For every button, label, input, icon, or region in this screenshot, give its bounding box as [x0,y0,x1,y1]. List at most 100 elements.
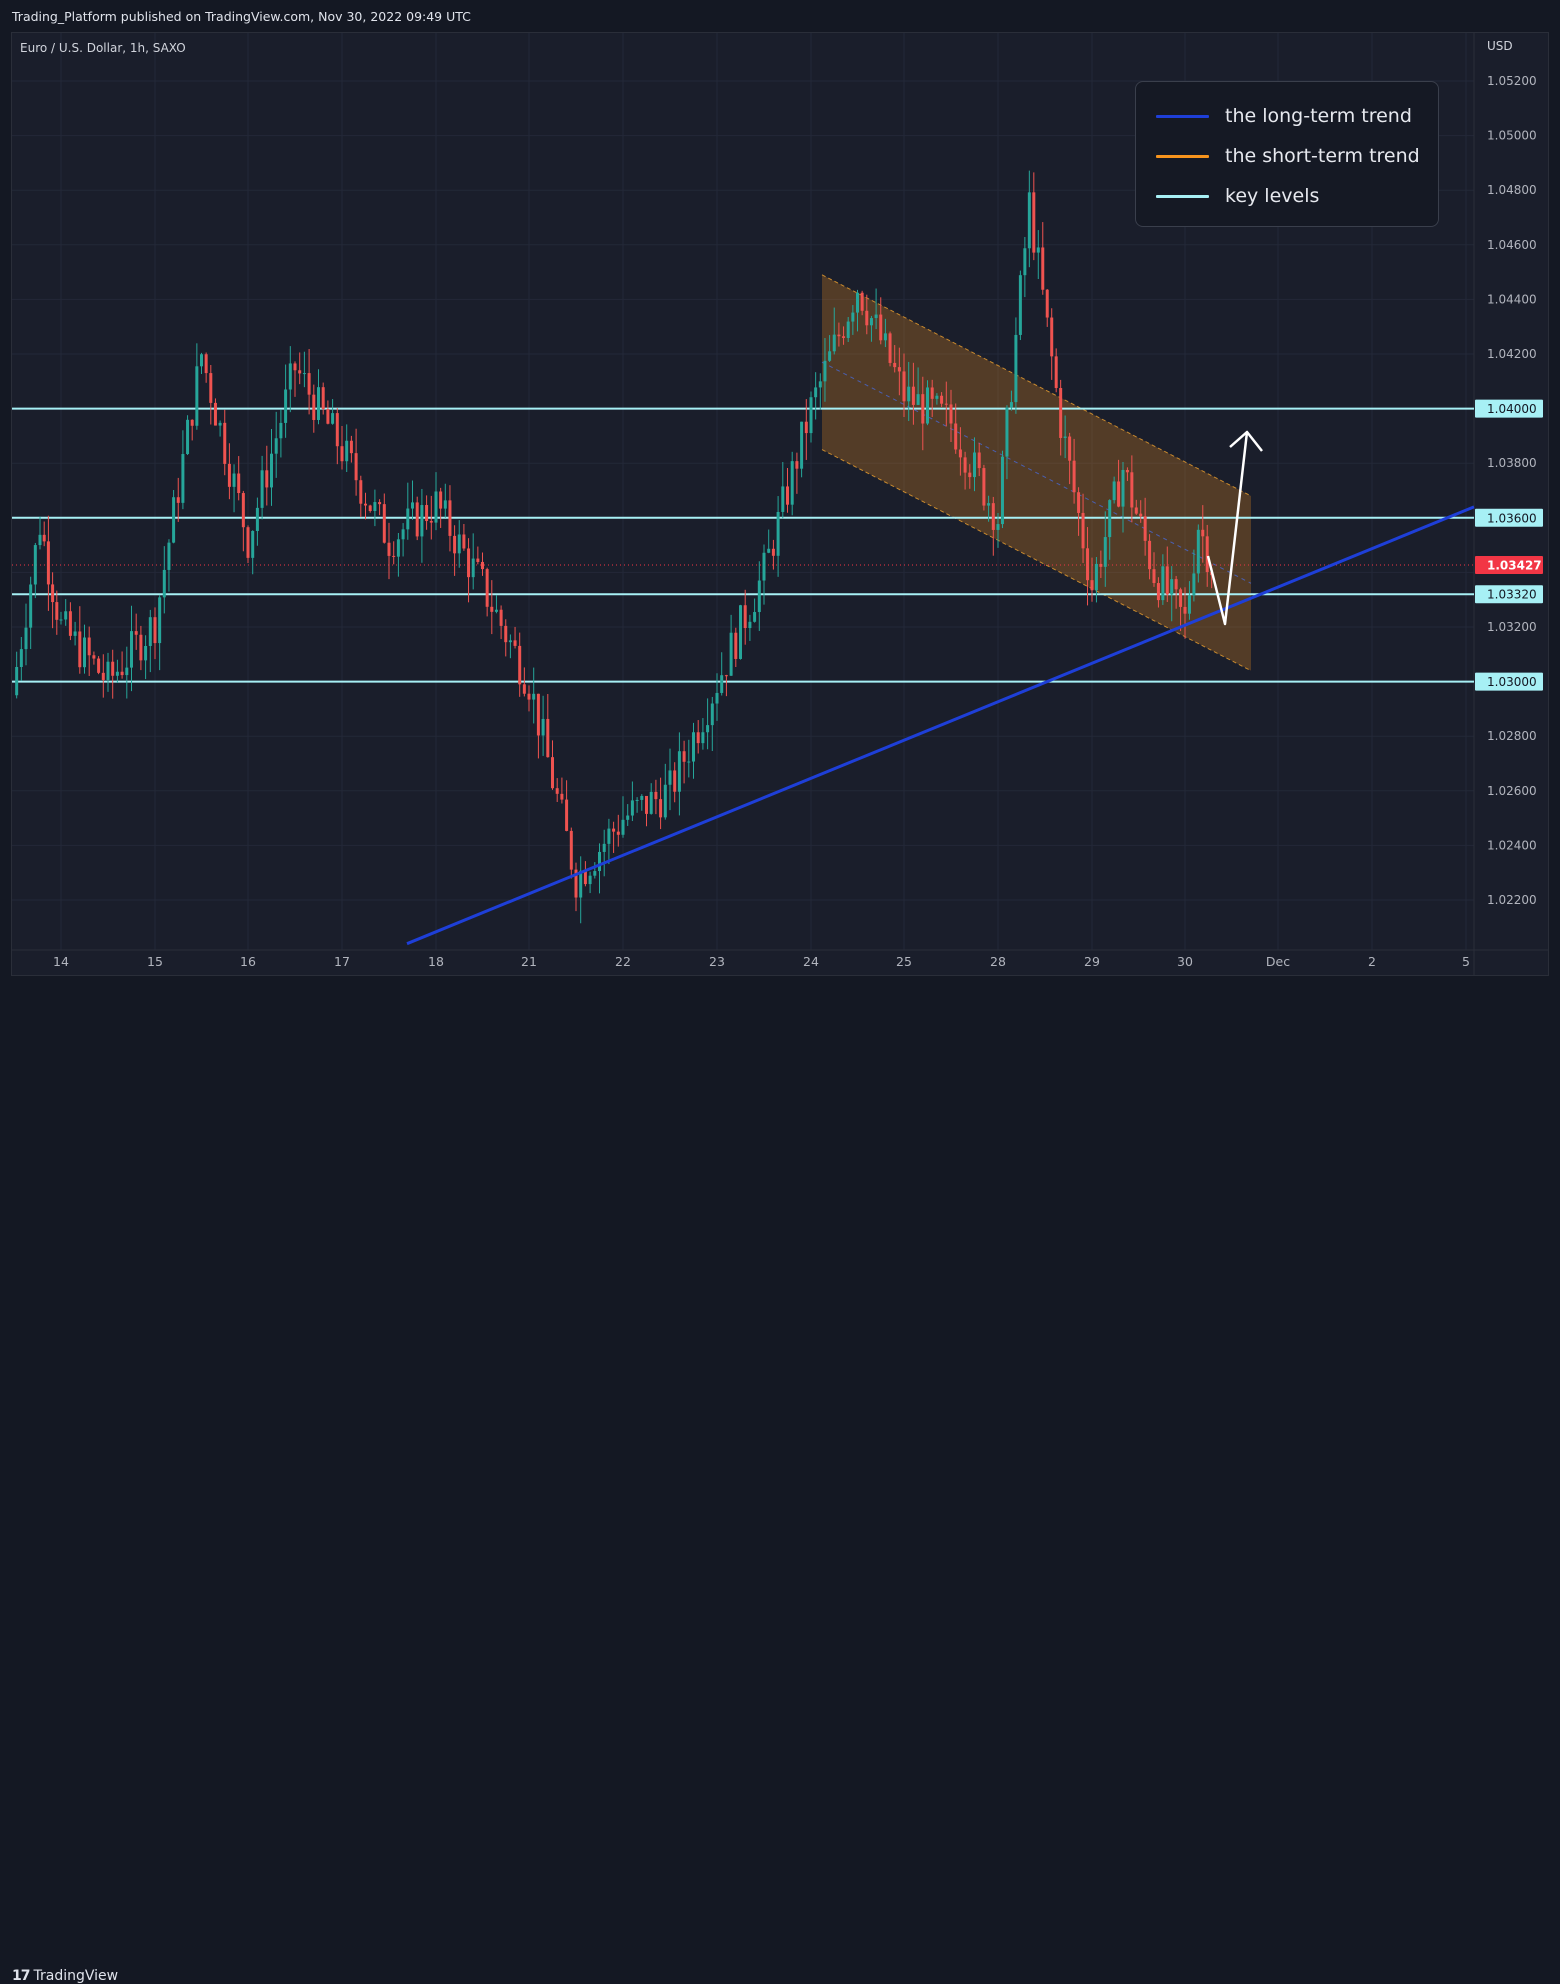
candle-body-197 [935,395,939,399]
candle-body-66 [321,387,325,410]
candle-body-178 [846,321,850,338]
candle-body-243 [1143,516,1147,541]
price-chart[interactable]: 1.05200 1.05000 1.04800 1.04600 1.04400 1.042… [0,0,1560,1018]
legend-swatch-long-term [1156,114,1209,118]
candle-body-18 [97,658,101,673]
candle-body-101 [485,569,489,607]
candle-body-145 [692,732,695,762]
candle-body-42 [209,373,213,403]
candle-body-205 [973,452,976,478]
x-tick-0: 14 [53,954,69,969]
candle-body-48 [237,473,241,494]
candle-body-73 [354,453,358,481]
candle-body-97 [467,548,471,578]
candle-body-50 [246,527,250,558]
candle-body-23 [120,671,124,676]
candle-body-63 [307,373,311,395]
candle-body-82 [396,539,400,557]
candle-body-183 [869,318,873,326]
candle-body-120 [574,869,578,898]
candle-body-139 [663,784,667,818]
candle-body-230 [1086,548,1090,581]
x-tick-9: 25 [896,954,912,969]
candle-body-81 [392,555,396,557]
candle-body-35 [176,497,180,503]
candle-body-132 [630,800,634,816]
projection-path [1206,431,1249,626]
candle-body-128 [612,828,616,832]
candle-body-214 [1014,334,1018,403]
candle-body-10 [59,619,63,621]
candle-body-61 [298,370,302,374]
candle-body-196 [930,387,934,399]
candle-body-186 [883,333,887,341]
candle-body-140 [668,770,672,785]
y-tick-5: 1.04200 [1487,347,1537,361]
candle-body-209 [991,503,995,530]
candle-body-33 [167,542,171,570]
candle-body-105 [504,625,508,643]
y-tick-9: 1.02600 [1487,784,1537,798]
candle-body-236 [1112,481,1116,501]
candle-body-250 [1174,579,1178,590]
x-tick-8: 24 [803,954,819,969]
candle-body-91 [439,491,443,509]
candle-body-51 [251,531,255,558]
candle-body-221 [1045,289,1049,318]
candle-body-154 [734,632,738,659]
currency-label: USD [1487,39,1513,53]
candle-body-149 [710,703,714,726]
candle-body-83 [401,529,405,540]
candle-body-148 [706,725,710,733]
candle-body-155 [739,605,742,659]
y-tick-8: 1.02800 [1487,729,1537,743]
candle-body-212 [1005,407,1009,457]
symbol-title: Euro / U.S. Dollar, 1h, SAXO [20,41,186,55]
candle-body-28 [144,645,148,661]
candle-body-59 [288,363,292,390]
key-level-tag-0: 1.04000 [1487,402,1537,416]
candle-body-207 [982,468,986,506]
candle-body-3 [29,584,33,628]
candle-body-242 [1139,513,1143,517]
candle-body-69 [335,413,339,447]
candle-body-76 [368,505,372,512]
candle-body-211 [1000,456,1004,525]
candle-body-136 [649,791,653,814]
candle-body-190 [902,371,906,402]
short-term-channel-lower [821,449,1252,672]
candle-body-187 [888,333,892,363]
candle-body-144 [687,761,691,763]
candle-body-225 [1063,436,1067,438]
candle-body-244 [1148,540,1152,570]
candle-body-0 [15,667,19,696]
candle-body-45 [223,422,227,464]
y-tick-1: 1.05000 [1487,129,1537,143]
key-level-tag-bg-0 [1475,399,1543,418]
candle-body-5 [38,534,42,546]
candle-body-248 [1165,566,1169,595]
x-tick-1: 15 [147,954,163,969]
candle-body-109 [522,684,526,694]
candle-body-134 [640,795,644,800]
candle-body-20 [106,661,110,680]
candle-body-102 [490,606,494,612]
candle-body-166 [790,461,794,505]
candle-body-54 [265,470,269,488]
candle-body-143 [682,751,686,762]
y-tick-3: 1.04600 [1487,238,1537,252]
candle-body-173 [823,360,827,382]
y-tick-11: 1.02200 [1487,893,1537,907]
x-tick-13: Dec [1266,954,1290,969]
x-tick-15: 5 [1462,954,1470,969]
candle-body-21 [111,661,115,676]
candle-body-55 [270,453,273,488]
candle-body-65 [317,387,320,420]
candle-body-114 [546,718,550,758]
candle-body-14 [78,631,82,668]
candle-body-124 [593,871,597,876]
candle-body-251 [1179,589,1183,607]
tradingview-logo[interactable]: 17 TradingView [12,1968,118,1984]
legend-item-short-term: the short-term trend [1156,145,1420,167]
y-tick-10: 1.02400 [1487,838,1537,852]
